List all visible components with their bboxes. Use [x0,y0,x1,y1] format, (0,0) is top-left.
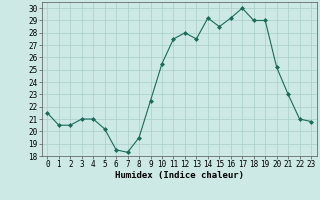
X-axis label: Humidex (Indice chaleur): Humidex (Indice chaleur) [115,171,244,180]
